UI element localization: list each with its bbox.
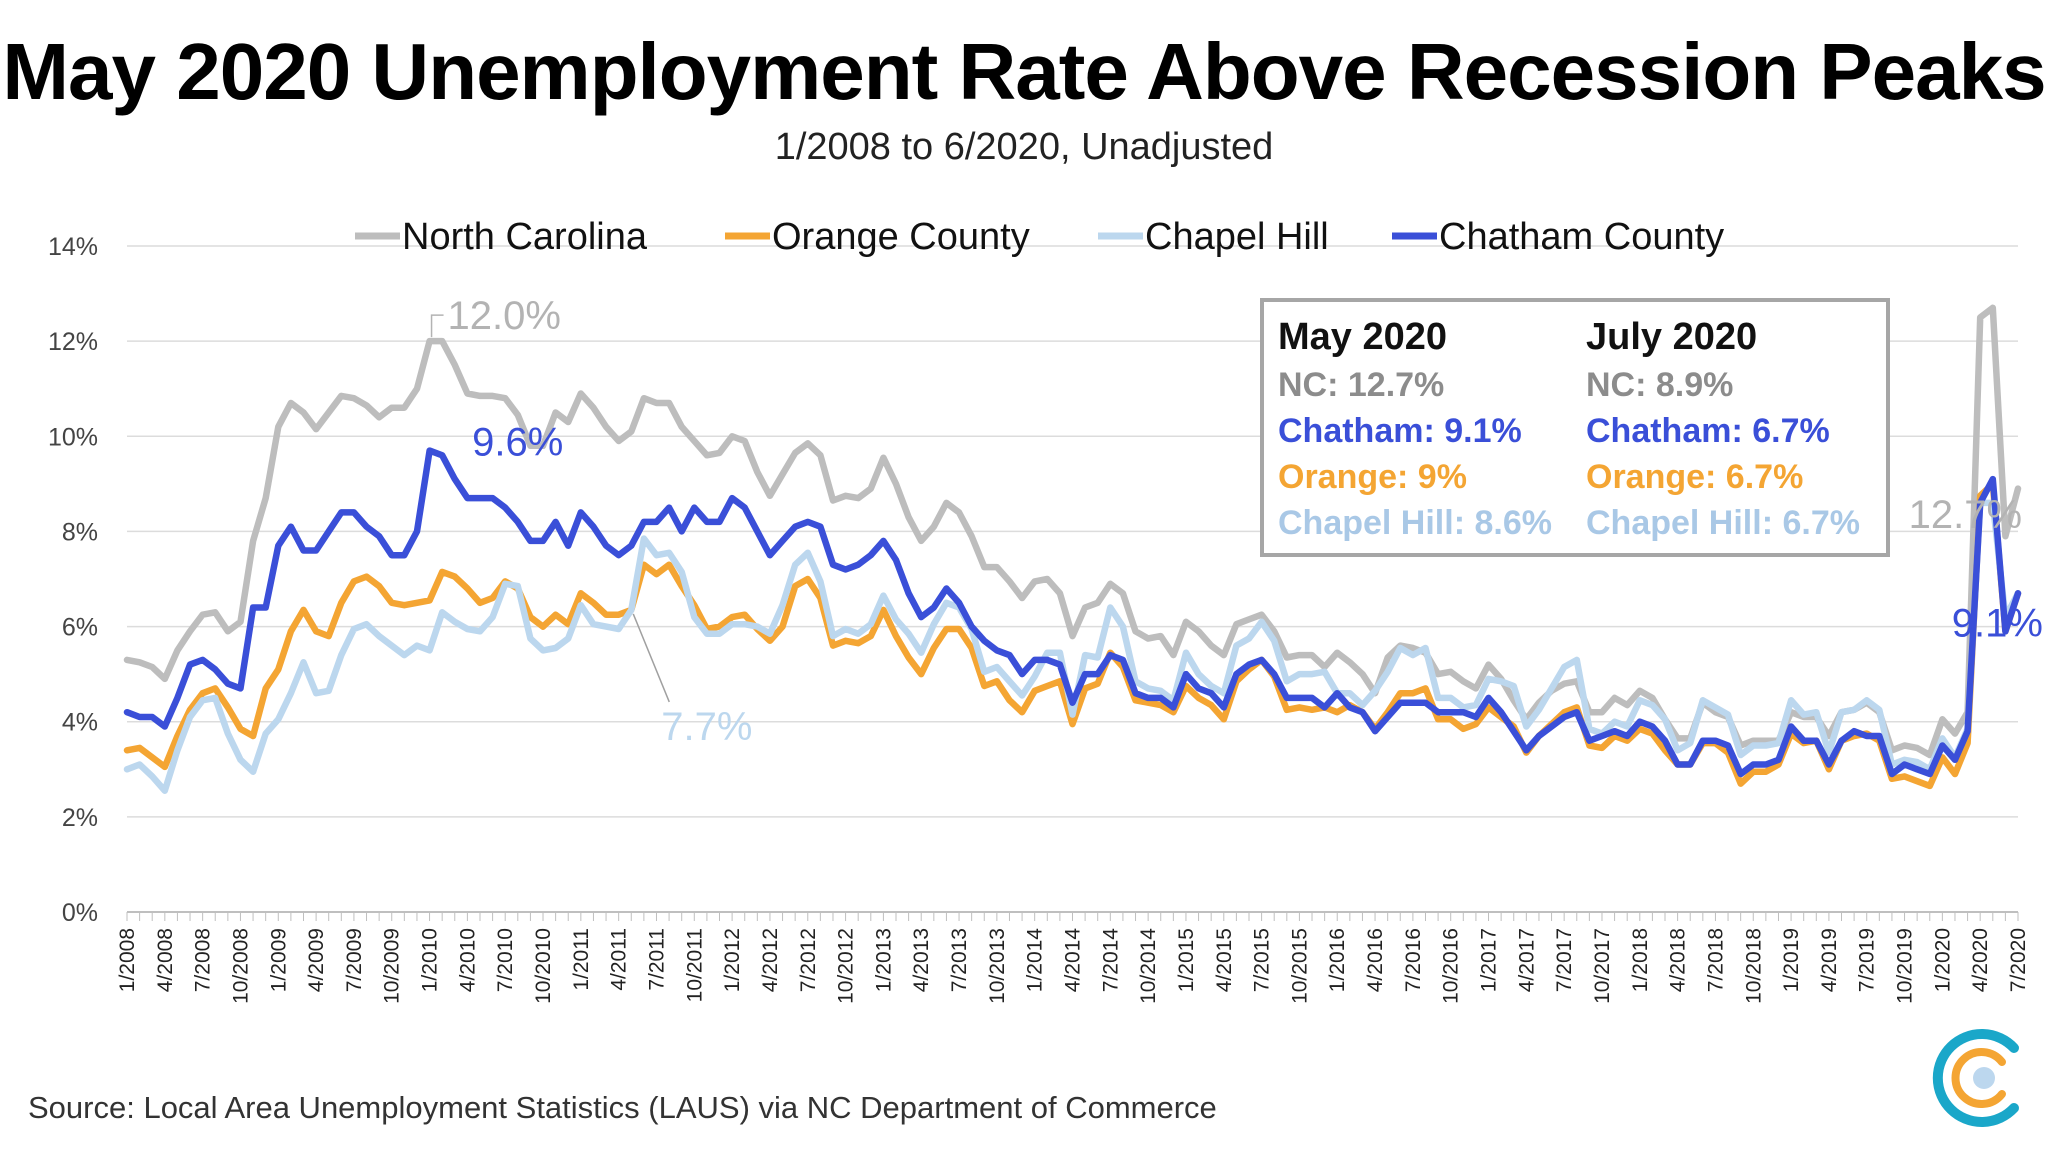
x-tick-label: 1/2020: [1931, 928, 1954, 992]
x-tick-label: 4/2014: [1062, 928, 1085, 993]
x-tick-label: 4/2009: [305, 928, 328, 992]
x-tick-label: 4/2013: [910, 928, 933, 992]
x-tick-label: 1/2013: [872, 928, 895, 992]
legend-label: Chapel Hill: [1145, 216, 1329, 258]
x-tick-label: 7/2012: [797, 928, 820, 992]
summary-col2-line: Chapel Hill: 6.7%: [1586, 504, 1860, 542]
x-tick-label: 1/2019: [1780, 928, 1803, 992]
x-tick-label: 7/2008: [192, 928, 215, 992]
x-tick-label: 1/2015: [1175, 928, 1198, 992]
x-tick-label: 4/2018: [1667, 928, 1690, 992]
x-tick-label: 1/2009: [267, 928, 290, 992]
summary-col2-line: Chatham: 6.7%: [1586, 412, 1830, 450]
x-tick-label: 10/2019: [1894, 928, 1917, 1004]
y-tick-label: 10%: [48, 423, 98, 451]
y-tick-label: 8%: [62, 518, 98, 546]
summary-col1-line: Orange: 9%: [1278, 458, 1467, 496]
summary-col2-line: NC: 8.9%: [1586, 366, 1733, 404]
x-tick-label: 1/2014: [1024, 928, 1047, 993]
y-tick-label: 14%: [48, 233, 98, 261]
legend-label: Chatham County: [1439, 216, 1724, 258]
x-tick-label: 1/2017: [1478, 928, 1501, 992]
y-tick-label: 6%: [62, 614, 98, 642]
x-tick-label: 4/2016: [1364, 928, 1387, 992]
annotation-label: 12.7%: [1909, 493, 2022, 537]
x-tick-label: 1/2016: [1326, 928, 1349, 992]
series-line-chapel-hill: [123, 499, 2022, 794]
x-tick-label: 4/2020: [1969, 928, 1992, 992]
x-tick-label: 10/2008: [229, 928, 252, 1004]
series-lines: [123, 304, 2022, 794]
x-tick-label: 10/2018: [1742, 928, 1765, 1004]
x-tick-label: 1/2010: [419, 928, 442, 992]
x-tick-label: 4/2012: [759, 928, 782, 992]
x-tick-label: 4/2010: [456, 928, 479, 992]
x-tick-label: 1/2018: [1629, 928, 1652, 992]
x-tick-label: 7/2015: [1251, 928, 1274, 992]
x-tick-label: 7/2013: [948, 928, 971, 992]
annotations: 12.0% 9.6% 7.7% 12.7% 9.1%: [430, 294, 2043, 749]
y-tick-label: 2%: [62, 804, 98, 832]
x-tick-label: 4/2019: [1818, 928, 1841, 992]
x-tick-label: 10/2015: [1288, 928, 1311, 1004]
x-tick-label: 10/2011: [683, 928, 706, 1002]
summary-col2-heading: July 2020: [1586, 316, 1757, 358]
chart-title: May 2020 Unemployment Rate Above Recessi…: [2, 27, 2046, 116]
source-note: Source: Local Area Unemployment Statisti…: [28, 1090, 1217, 1125]
summary-col1-line: Chatham: 9.1%: [1278, 412, 1522, 450]
x-tick-label: 7/2017: [1553, 928, 1576, 992]
y-axis: 0% 2% 4% 6% 8% 10% 12% 14%: [48, 233, 98, 927]
x-tick-label: 10/2016: [1440, 928, 1463, 1004]
y-tick-label: 12%: [48, 328, 98, 356]
x-tick-label: 1/2008: [116, 928, 139, 992]
annotation-label: 9.6%: [472, 420, 563, 464]
annotation-label: 12.0%: [448, 294, 561, 338]
x-tick-label: 10/2014: [1137, 928, 1160, 1004]
x-tick-label: 1/2012: [721, 928, 744, 992]
x-tick-label: 10/2017: [1591, 928, 1614, 1004]
legend: North Carolina Orange County Chapel Hill Ch…: [355, 216, 1724, 258]
x-tick-label: 4/2017: [1515, 928, 1538, 992]
summary-box: May 2020 July 2020 NC: 12.7% Chatham: 9.1% O…: [1260, 298, 1890, 557]
x-tick-label: 1/2011: [570, 928, 593, 991]
annotation-label: 7.7%: [661, 705, 752, 749]
x-tick-label: 10/2013: [986, 928, 1009, 1004]
chart-subtitle: 1/2008 to 6/2020, Unadjusted: [774, 126, 1274, 168]
x-tick-label: 7/2011: [645, 928, 668, 991]
x-tick-label: 10/2009: [381, 928, 404, 1004]
y-tick-label: 4%: [62, 709, 98, 737]
x-tick-label: 7/2014: [1099, 928, 1122, 993]
chatham-circles-logo-icon: [1932, 1029, 2019, 1127]
summary-col1-line: Chapel Hill: 8.6%: [1278, 504, 1552, 542]
legend-label: North Carolina: [402, 216, 648, 258]
annotation-label: 9.1%: [1952, 601, 2043, 645]
x-tick-label: 7/2016: [1402, 928, 1425, 992]
x-tick-label: 4/2011: [608, 928, 631, 991]
annotation-leader: [632, 613, 670, 703]
x-tick-label: 10/2010: [532, 928, 555, 1004]
x-tick-label: 7/2019: [1856, 928, 1879, 992]
x-tick-label: 7/2010: [494, 928, 517, 992]
y-tick-label: 0%: [62, 899, 98, 927]
legend-label: Orange County: [772, 216, 1030, 258]
summary-box-frame: [1260, 298, 1890, 557]
x-tick-label: 7/2018: [1704, 928, 1727, 992]
x-tick-label: 10/2012: [835, 928, 858, 1004]
x-tick-label: 4/2015: [1213, 928, 1236, 992]
annotation-leader: [430, 314, 444, 338]
summary-col1-heading: May 2020: [1278, 316, 1447, 358]
x-tick-label: 7/2020: [2007, 928, 2030, 992]
summary-col1-line: NC: 12.7%: [1278, 366, 1444, 404]
x-tick-label: 7/2009: [343, 928, 366, 992]
series-line-chatham-county: [123, 447, 2022, 778]
summary-col2-line: Orange: 6.7%: [1586, 458, 1803, 496]
x-tick-label: 4/2008: [154, 928, 177, 992]
x-axis: 1/2008 4/2008 7/2008 10/2008 1/2009 4/2009 7/2…: [116, 911, 2030, 1004]
